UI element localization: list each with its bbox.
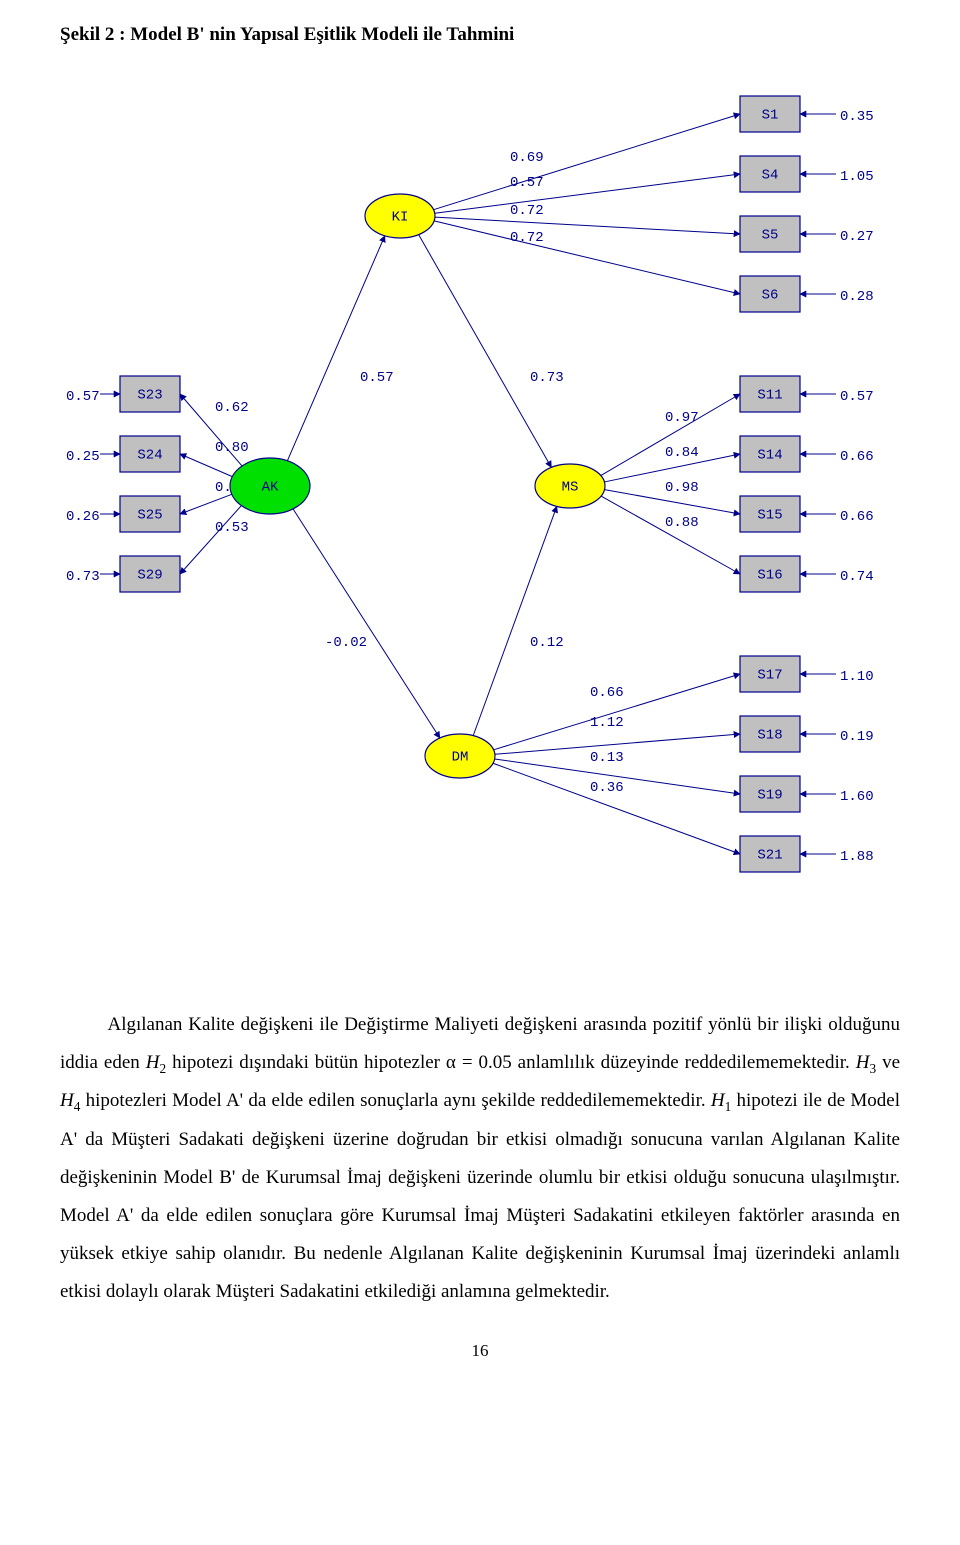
svg-text:MS: MS — [562, 480, 579, 496]
svg-text:S1: S1 — [762, 108, 779, 124]
text-segment: hipotezleri Model A' da elde edilen sonu… — [80, 1090, 710, 1111]
svg-text:1.88: 1.88 — [840, 849, 874, 865]
svg-text:0.57: 0.57 — [66, 389, 100, 405]
svg-text:0.72: 0.72 — [510, 203, 544, 219]
svg-text:1.12: 1.12 — [590, 715, 624, 731]
text-segment: hipotezi dışındaki bütün hipotezler α = … — [166, 1052, 856, 1073]
body-paragraph: Algılanan Kalite değişkeni ile Değiştirm… — [60, 1006, 900, 1311]
svg-text:0.66: 0.66 — [840, 449, 874, 465]
hypothesis-H3: H3 — [856, 1052, 876, 1073]
svg-text:0.97: 0.97 — [665, 410, 699, 426]
svg-text:0.66: 0.66 — [840, 509, 874, 525]
svg-text:0.80: 0.80 — [215, 440, 249, 456]
hypothesis-H1: H1 — [711, 1090, 731, 1111]
svg-text:0.74: 0.74 — [840, 569, 874, 585]
page-number: 16 — [60, 1341, 900, 1361]
svg-text:0.28: 0.28 — [840, 289, 874, 305]
svg-text:S23: S23 — [137, 388, 162, 404]
svg-text:S4: S4 — [762, 168, 779, 184]
svg-text:S25: S25 — [137, 508, 162, 524]
svg-text:S15: S15 — [757, 508, 782, 524]
text-segment: ve — [876, 1052, 900, 1073]
svg-text:S5: S5 — [762, 228, 779, 244]
svg-text:0.57: 0.57 — [510, 175, 544, 191]
svg-text:1.60: 1.60 — [840, 789, 874, 805]
svg-text:0.62: 0.62 — [215, 400, 249, 416]
svg-text:0.88: 0.88 — [665, 515, 699, 531]
svg-text:0.98: 0.98 — [665, 480, 699, 496]
svg-text:0.73: 0.73 — [530, 370, 564, 386]
svg-text:KI: KI — [392, 210, 409, 226]
svg-text:S16: S16 — [757, 568, 782, 584]
svg-text:S24: S24 — [137, 448, 162, 464]
svg-text:-0.02: -0.02 — [325, 635, 367, 651]
svg-text:0.27: 0.27 — [840, 229, 874, 245]
svg-text:S14: S14 — [757, 448, 782, 464]
svg-text:0.73: 0.73 — [66, 569, 100, 585]
svg-text:S18: S18 — [757, 728, 782, 744]
svg-text:DM: DM — [452, 750, 469, 766]
sem-diagram: 0.57 0.73 -0.02 0.12 0.69 0.57 0.72 0.72 0.97 0.8… — [60, 66, 900, 926]
text-segment: hipotezi ile de Model A' da Müşteri Sada… — [60, 1090, 900, 1301]
svg-text:S17: S17 — [757, 668, 782, 684]
hypothesis-H4: H4 — [60, 1090, 80, 1111]
svg-text:S29: S29 — [137, 568, 162, 584]
svg-text:0.26: 0.26 — [66, 509, 100, 525]
svg-text:0.12: 0.12 — [530, 635, 564, 651]
svg-text:S21: S21 — [757, 848, 782, 864]
svg-text:0.36: 0.36 — [590, 780, 624, 796]
svg-text:0.66: 0.66 — [590, 685, 624, 701]
svg-text:0.19: 0.19 — [840, 729, 874, 745]
svg-text:0.72: 0.72 — [510, 230, 544, 246]
svg-text:S11: S11 — [757, 388, 782, 404]
svg-text:AK: AK — [262, 480, 279, 496]
svg-text:0.84: 0.84 — [665, 445, 699, 461]
svg-text:0.69: 0.69 — [510, 150, 544, 166]
sem-svg: 0.57 0.73 -0.02 0.12 0.69 0.57 0.72 0.72 0.97 0.8… — [60, 66, 900, 926]
svg-text:0.57: 0.57 — [360, 370, 394, 386]
svg-text:1.05: 1.05 — [840, 169, 874, 185]
svg-text:0.57: 0.57 — [840, 389, 874, 405]
svg-text:0.53: 0.53 — [215, 520, 249, 536]
svg-text:S6: S6 — [762, 288, 779, 304]
figure-title: Şekil 2 : Model B' nin Yapısal Eşitlik M… — [60, 24, 900, 46]
hypothesis-H2: H2 — [146, 1052, 166, 1073]
svg-text:0.35: 0.35 — [840, 109, 874, 125]
svg-text:1.10: 1.10 — [840, 669, 874, 685]
svg-text:S19: S19 — [757, 788, 782, 804]
svg-text:0.25: 0.25 — [66, 449, 100, 465]
svg-text:0.13: 0.13 — [590, 750, 624, 766]
